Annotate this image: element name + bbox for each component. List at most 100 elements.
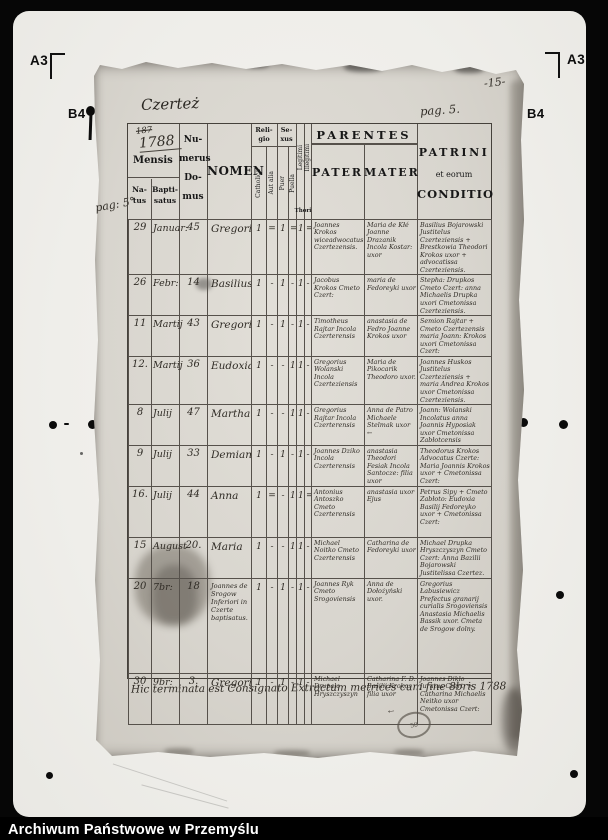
header-pater: PATER bbox=[311, 166, 364, 179]
cell-puer: - bbox=[277, 404, 289, 446]
cell-pater: Joannes Ryk Cmeto Srogoviensis bbox=[311, 577, 365, 674]
header-numerus-domus: Nu- merus Do- mus bbox=[179, 135, 211, 202]
cell-puella: 1 bbox=[288, 485, 297, 538]
cell-leg: 1 bbox=[296, 577, 305, 674]
cell-pater: Antonius Antoszko Cmeto Czerterensis bbox=[311, 485, 365, 538]
a3-label-left: A3 bbox=[30, 53, 49, 68]
cell-puella: 1 bbox=[288, 404, 297, 446]
cell-natus: 11 bbox=[128, 315, 152, 357]
grid-line bbox=[364, 143, 365, 220]
cell-natus: 9 bbox=[128, 444, 152, 487]
cell-illeg: - bbox=[304, 315, 312, 357]
cell-alia: = bbox=[266, 485, 278, 538]
cell-puella: - bbox=[288, 274, 297, 317]
cell-domus: 36 bbox=[179, 355, 208, 406]
cell-leg: 1 bbox=[296, 355, 305, 406]
header-illegitimi: Illegitimi bbox=[304, 144, 311, 172]
cell-cat: 1 bbox=[251, 274, 267, 317]
cell-alia: - bbox=[266, 274, 278, 317]
torn-edge-stain bbox=[274, 750, 310, 756]
grid-line bbox=[207, 124, 208, 220]
cell-nomen: Gregorius bbox=[207, 218, 252, 276]
cell-mensis: Julij bbox=[151, 485, 180, 538]
cell-domus: 18 bbox=[179, 577, 208, 674]
cell-mater: maria de Fedoreyki uxor bbox=[364, 274, 418, 317]
cell-patrini: Joannes Dikło Juratus Czert: + Catharina… bbox=[417, 672, 492, 725]
b4-label-left: B4 bbox=[68, 106, 86, 121]
cell-illeg: = bbox=[304, 485, 312, 538]
cell-illeg: - bbox=[304, 274, 312, 317]
cell-mensis: Martij bbox=[151, 355, 183, 406]
cell-natus: 12. bbox=[128, 355, 152, 406]
cell-mater: anastasia Theodori Fesiak Incola Santocz… bbox=[364, 444, 418, 487]
cell-domus: 44 bbox=[179, 485, 208, 538]
cell-mater: Anna de Patro Michaele Stelmak uxor ← bbox=[364, 404, 418, 446]
cell-puella: - bbox=[288, 672, 297, 725]
header-legitimi: Legitimi bbox=[296, 145, 304, 171]
header-et-eorum: et eorum bbox=[435, 170, 473, 179]
cell-illeg: - bbox=[304, 355, 312, 406]
registration-dot bbox=[519, 418, 528, 427]
cell-cat: 1 bbox=[251, 672, 267, 725]
cell-patrini: Basilius Bojarowski Justitelus Czertezie… bbox=[417, 218, 492, 276]
cell-illeg: = bbox=[304, 218, 312, 276]
cell-pater: Michael Noitko Cmeto Czerterensis bbox=[311, 536, 365, 579]
cell-cat: 1 bbox=[251, 404, 267, 446]
header-sexus: Se- xus bbox=[280, 126, 293, 143]
register-row: 9 Julij 33 Demian 1-1-1- Joannes Dziko Incola… bbox=[128, 444, 492, 487]
cell-illeg: - bbox=[304, 577, 312, 674]
cell-cat: 1 bbox=[251, 444, 267, 487]
cell-nomen: Maria bbox=[207, 536, 252, 579]
cell-illeg: - bbox=[304, 444, 312, 487]
page-title: Czerteż bbox=[140, 93, 200, 115]
torn-edge-stain bbox=[394, 749, 424, 755]
a3-label-right: A3 bbox=[567, 52, 586, 67]
header-catholica: Catholica bbox=[255, 168, 262, 198]
grid-line bbox=[179, 124, 180, 220]
cell-puer: 1 bbox=[277, 218, 289, 276]
registration-dot bbox=[80, 452, 83, 455]
register-row: 8 Julij 47 Martha 1- -1 1- Gregorius Rajtar Inc… bbox=[128, 404, 492, 446]
cell-puer: 1 bbox=[277, 672, 289, 725]
grid-line bbox=[277, 124, 278, 220]
header-patrini: PATRINI bbox=[418, 146, 490, 159]
cell-puer: - bbox=[277, 355, 289, 406]
cell-cat: 1 bbox=[251, 536, 267, 579]
year: 1788 bbox=[138, 132, 182, 153]
cell-leg: 1 bbox=[296, 672, 305, 725]
cell-alia: - bbox=[266, 444, 278, 487]
cell-leg: 1 bbox=[296, 274, 305, 317]
cell-natus: 8 bbox=[128, 404, 152, 446]
cell-leg: 1 bbox=[296, 218, 305, 276]
cell-patrini: Michael Drupka Hryszczyszyn Cmeto Czert:… bbox=[417, 536, 492, 579]
grid-line bbox=[251, 146, 296, 147]
registration-dot bbox=[556, 591, 564, 599]
header-puer: Puer bbox=[279, 175, 286, 191]
cell-cat: 1 bbox=[251, 315, 267, 357]
cell-natus: 26 bbox=[128, 274, 152, 317]
registration-dot bbox=[88, 420, 97, 429]
cell-nomen: Joannes de Srogow Inferiori in Czerte ba… bbox=[207, 577, 252, 674]
footer-bar bbox=[0, 817, 608, 840]
grid-line bbox=[304, 124, 305, 220]
cell-alia: - bbox=[266, 315, 278, 357]
header-religio: Reli- gio bbox=[255, 126, 273, 143]
cell-pater: Jacobus Krokos Cmeto Czert: bbox=[311, 274, 365, 317]
cell-natus: 16. bbox=[128, 485, 152, 538]
header-parentes: PARENTES bbox=[316, 128, 412, 142]
cell-natus: 30 bbox=[128, 672, 152, 725]
cell-nomen: Gregorius bbox=[207, 315, 252, 357]
cell-mensis: Januar: bbox=[151, 218, 188, 276]
cell-puella: - bbox=[288, 444, 297, 487]
cell-illeg: - bbox=[304, 404, 312, 446]
cell-mensis: Julij bbox=[151, 444, 180, 487]
register-row: 20 7br: 18 Joannes de Srogow Inferiori in C… bbox=[128, 577, 492, 674]
cell-pater: Gregorius Wolanski Incola Czerteziensis bbox=[311, 355, 365, 406]
header-mensis: Mensis bbox=[133, 155, 173, 166]
register-table: 187 1788 Mensis Na- tus Bapti- satus Nu-… bbox=[127, 123, 493, 725]
header-natus: Na- tus bbox=[132, 185, 147, 206]
cell-nomen: Anna bbox=[207, 485, 252, 538]
grid-line bbox=[417, 124, 418, 220]
cell-cat: 1 bbox=[251, 577, 267, 674]
